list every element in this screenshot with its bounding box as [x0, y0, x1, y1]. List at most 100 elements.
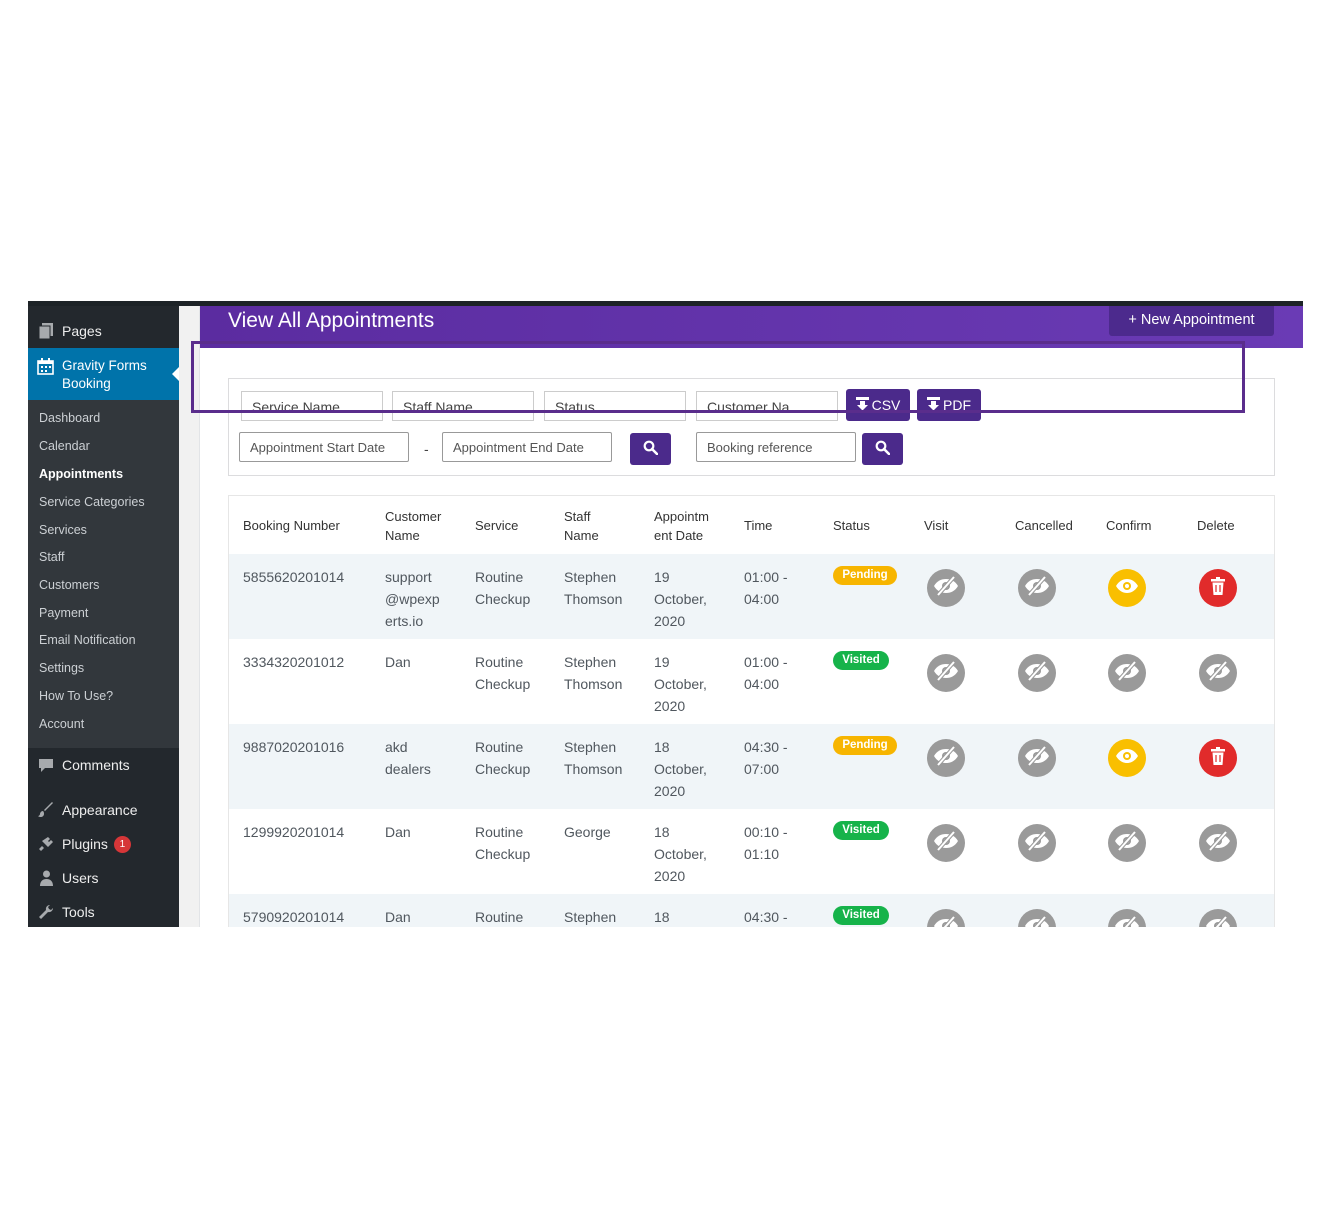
visit-button[interactable] [927, 654, 965, 692]
menu-item-tools[interactable]: Tools [28, 895, 179, 927]
eye-icon [1115, 578, 1139, 599]
appointment-date: 18 October, 2020 [654, 739, 707, 799]
confirm-button[interactable] [1108, 654, 1146, 692]
delete-button[interactable] [1199, 909, 1237, 927]
csv-export-button[interactable]: CSV [846, 389, 910, 421]
submenu-payment[interactable]: Payment [39, 606, 89, 620]
csv-label: CSV [871, 397, 901, 413]
header-time: Time [744, 518, 773, 533]
cancel-button[interactable] [1018, 739, 1056, 777]
header-delete: Delete [1197, 518, 1235, 533]
service-name: Routine Checkup [475, 739, 531, 777]
service-name-filter[interactable]: Service Name [241, 391, 383, 421]
header-confirm: Confirm [1106, 518, 1152, 533]
status-badge: Pending [833, 736, 897, 755]
submenu-settings[interactable]: Settings [39, 661, 85, 675]
submenu-customers[interactable]: Customers [39, 578, 100, 592]
submenu-service-categories[interactable]: Service Categories [39, 495, 145, 509]
eye-slash-icon [1024, 575, 1050, 601]
staff-name: Stephen Thomson [564, 739, 623, 777]
page-header: View All Appointments + New Appointment [200, 306, 1303, 348]
service-name: Routine Checkup [475, 824, 531, 862]
staff-name: Stephen Thomson [564, 569, 623, 607]
visit-button[interactable] [927, 824, 965, 862]
delete-button[interactable] [1199, 739, 1237, 777]
booking-submenu: Dashboard Calendar Appointments Service … [28, 400, 179, 748]
table-row: 9887020201016 akd dealers Routine Checku… [229, 724, 1274, 809]
date-range-separator: - [424, 441, 429, 457]
eye-slash-icon [933, 660, 959, 686]
submenu-services[interactable]: Services [39, 523, 87, 537]
menu-item-plugins[interactable]: Plugins 1 [28, 827, 179, 861]
menu-item-gravity-forms-booking[interactable]: Gravity Forms Booking [28, 348, 180, 400]
customer-name: Dan [385, 824, 411, 840]
customer-name-filter[interactable]: Customer Na... [696, 391, 838, 421]
delete-button[interactable] [1199, 824, 1237, 862]
admin-sidebar: Pages Gravity Forms Booking Dashboard Ca… [28, 306, 180, 927]
submenu-calendar[interactable]: Calendar [39, 439, 90, 453]
eye-slash-icon [1205, 830, 1231, 856]
pdf-export-button[interactable]: PDF [917, 389, 981, 421]
submenu-staff[interactable]: Staff [39, 550, 65, 564]
header-status: Status [833, 518, 870, 533]
eye-slash-icon [1024, 745, 1050, 771]
eye-slash-icon [1114, 915, 1140, 927]
menu-label-gravity-forms-booking: Gravity Forms Booking [62, 358, 147, 391]
service-name: Routine Checkup [475, 654, 531, 692]
submenu-email-notification[interactable]: Email Notification [39, 633, 136, 647]
menu-label-appearance: Appearance [62, 802, 138, 818]
paintbrush-icon [38, 802, 54, 818]
menu-item-users[interactable]: Users [28, 861, 179, 895]
menu-label-plugins: Plugins [62, 836, 108, 852]
cancel-button[interactable] [1018, 569, 1056, 607]
eye-slash-icon [933, 745, 959, 771]
appointment-time: 04:30 - [744, 909, 788, 925]
delete-button[interactable] [1199, 654, 1237, 692]
appointment-date: 18 [654, 909, 670, 925]
eye-slash-icon [1205, 660, 1231, 686]
menu-label-pages: Pages [62, 323, 102, 339]
table-row: 5790920201014 Dan Routine Stephen 18 04:… [229, 894, 1274, 927]
cancel-button[interactable] [1018, 654, 1056, 692]
customer-name: Dan [385, 654, 411, 670]
menu-item-comments[interactable]: Comments [28, 748, 179, 782]
eye-slash-icon [933, 830, 959, 856]
submenu-how-to-use[interactable]: How To Use? [39, 689, 114, 703]
menu-item-appearance[interactable]: Appearance [28, 793, 179, 827]
menu-label-tools: Tools [62, 904, 95, 920]
submenu-account[interactable]: Account [39, 717, 85, 731]
start-date-input[interactable]: Appointment Start Date [239, 432, 409, 462]
staff-name-filter[interactable]: Staff Name [392, 391, 534, 421]
cancel-button[interactable] [1018, 824, 1056, 862]
staff-name: George [564, 824, 611, 840]
visit-button[interactable] [927, 569, 965, 607]
booking-number: 5855620201014 [243, 569, 345, 585]
new-appointment-button[interactable]: + New Appointment [1109, 306, 1274, 336]
header-service: Service [475, 518, 519, 533]
download-icon [855, 396, 869, 414]
cancel-button[interactable] [1018, 909, 1056, 927]
search-icon [875, 440, 891, 458]
header-staff-name: Staff Name [564, 509, 599, 543]
header-appointment-date: Appointm ent Date [654, 509, 709, 543]
submenu-appointments[interactable]: Appointments [39, 467, 124, 481]
date-search-button[interactable] [630, 433, 671, 465]
submenu-dashboard[interactable]: Dashboard [39, 411, 101, 425]
booking-reference-input[interactable]: Booking reference [696, 432, 856, 462]
end-date-input[interactable]: Appointment End Date [442, 432, 612, 462]
status-badge: Visited [833, 906, 889, 925]
booking-search-button[interactable] [862, 433, 903, 465]
header-customer-name: Customer Name [385, 509, 442, 543]
confirm-button[interactable] [1108, 739, 1146, 777]
confirm-button[interactable] [1108, 909, 1146, 927]
confirm-button[interactable] [1108, 569, 1146, 607]
visit-button[interactable] [927, 739, 965, 777]
trash-icon [1211, 576, 1225, 600]
admin-screen: Pages Gravity Forms Booking Dashboard Ca… [28, 301, 1303, 927]
status-filter[interactable]: Status [544, 391, 686, 421]
menu-item-pages[interactable]: Pages [28, 314, 179, 348]
plug-icon [38, 836, 54, 852]
confirm-button[interactable] [1108, 824, 1146, 862]
visit-button[interactable] [927, 909, 965, 927]
delete-button[interactable] [1199, 569, 1237, 607]
